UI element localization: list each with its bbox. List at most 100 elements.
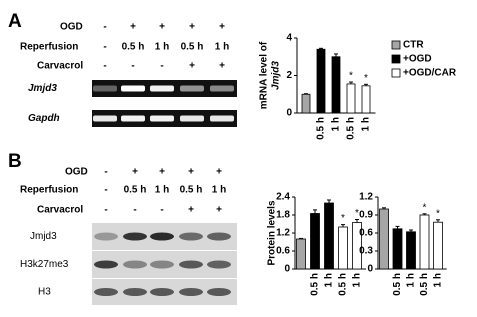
blot-band: [123, 232, 147, 241]
condition-cell: +: [159, 167, 165, 178]
condition-cell: +: [130, 22, 136, 33]
blot-band: [207, 232, 231, 241]
y-axis-label: Jmjd3: [271, 61, 282, 90]
x-tick-label: 0.5 h: [338, 273, 349, 296]
condition-cell: -: [103, 61, 106, 72]
bar: [361, 85, 371, 114]
blot-band: [207, 288, 231, 296]
x-tick-label: 0.5 h: [346, 117, 357, 140]
bar: [338, 226, 348, 270]
condition-cell: 0.5 h: [124, 185, 147, 196]
y-tick-label: 0.3: [359, 246, 373, 257]
blot-band: [150, 288, 174, 296]
y-tick-label: 2: [286, 70, 292, 81]
x-tick-label: 1 h: [433, 273, 444, 287]
blot-band: [123, 288, 147, 296]
significance-mark: *: [355, 208, 359, 219]
condition-cell: +: [188, 205, 194, 216]
blot-label: Gapdh: [28, 113, 60, 124]
condition-cell: +: [216, 205, 222, 216]
legend-swatch: [391, 40, 401, 50]
panel-label: B: [8, 151, 22, 172]
condition-cell: +: [188, 167, 194, 178]
condition-cell: +: [132, 167, 138, 178]
condition-label: Carvacrol: [37, 205, 83, 216]
condition-cell: +: [159, 22, 165, 33]
significance-mark: *: [341, 213, 345, 224]
gel-band: [121, 85, 145, 92]
condition-label: Reperfusion: [20, 185, 78, 196]
condition-cell: 0.5 h: [181, 42, 204, 53]
condition-cell: 1 h: [212, 185, 226, 196]
significance-mark: *: [349, 71, 353, 82]
panel-label: A: [8, 11, 22, 32]
x-tick-label: 1 h: [331, 117, 342, 131]
x-tick-label: 1 h: [406, 273, 417, 287]
y-tick-label: 1.2: [359, 192, 373, 203]
bar: [433, 221, 443, 270]
condition-cell: -: [160, 61, 163, 72]
x-tick-label: 0.5 h: [392, 273, 403, 296]
y-tick-label: 1.8: [276, 210, 290, 221]
condition-cell: +: [216, 167, 222, 178]
y-tick-label: 0.6: [276, 246, 290, 257]
legend-swatch: [391, 54, 401, 64]
legend-label: +OGD/CAR: [403, 68, 457, 79]
bar: [316, 48, 326, 114]
condition-cell: -: [131, 61, 134, 72]
x-tick-label: 1 h: [352, 273, 363, 287]
condition-label: Reperfusion: [20, 42, 78, 53]
blot-band: [179, 232, 203, 241]
bar: [406, 231, 416, 270]
condition-label: OGD: [60, 22, 83, 33]
blot-band: [123, 260, 147, 269]
condition-cell: -: [103, 42, 106, 53]
significance-mark: *: [423, 202, 427, 213]
bar: [392, 228, 403, 270]
x-tick-label: 0.5 h: [316, 117, 327, 140]
gel-band: [121, 115, 145, 122]
legend-label: +OGD: [403, 54, 432, 65]
y-axis-label: Protein levels: [267, 200, 278, 265]
bar: [301, 93, 311, 114]
condition-cell: +: [189, 22, 195, 33]
condition-cell: +: [219, 22, 225, 33]
y-tick-label: 4: [286, 33, 292, 44]
blot-label: Jmjd3: [28, 83, 57, 94]
condition-cell: -: [104, 205, 107, 216]
condition-cell: 1 h: [155, 42, 169, 53]
legend-swatch: [391, 68, 401, 78]
condition-cell: +: [219, 61, 225, 72]
condition-label: Carvacrol: [37, 61, 83, 72]
x-tick-label: 0.5 h: [310, 273, 321, 296]
gel-band: [150, 115, 174, 122]
gel-band: [180, 115, 204, 122]
significance-mark: *: [364, 73, 368, 84]
bar: [310, 213, 320, 270]
blot-band: [179, 260, 203, 269]
y-tick-label: 0.6: [359, 228, 373, 239]
y-tick-label: 0: [284, 264, 290, 275]
bar: [379, 208, 389, 270]
condition-cell: -: [103, 22, 106, 33]
x-tick-label: 1 h: [324, 273, 335, 287]
bar: [331, 56, 341, 114]
blot-band: [150, 232, 174, 241]
blot-band: [179, 288, 203, 296]
condition-cell: 1 h: [215, 42, 229, 53]
blot-band: [94, 260, 118, 269]
condition-label: OGD: [65, 167, 88, 178]
bar: [296, 238, 306, 270]
y-tick-label: 2.4: [276, 192, 290, 203]
blot-label: H3: [38, 287, 51, 298]
y-tick-label: 0: [367, 264, 373, 275]
blot-band: [150, 260, 174, 269]
y-tick-label: 1.2: [276, 228, 290, 239]
blot-label: H3k27me3: [20, 259, 69, 270]
condition-cell: -: [133, 205, 136, 216]
condition-cell: -: [104, 167, 107, 178]
gel-band: [210, 85, 234, 92]
blot-label: Jmjd3: [30, 231, 57, 242]
bar: [324, 202, 334, 270]
